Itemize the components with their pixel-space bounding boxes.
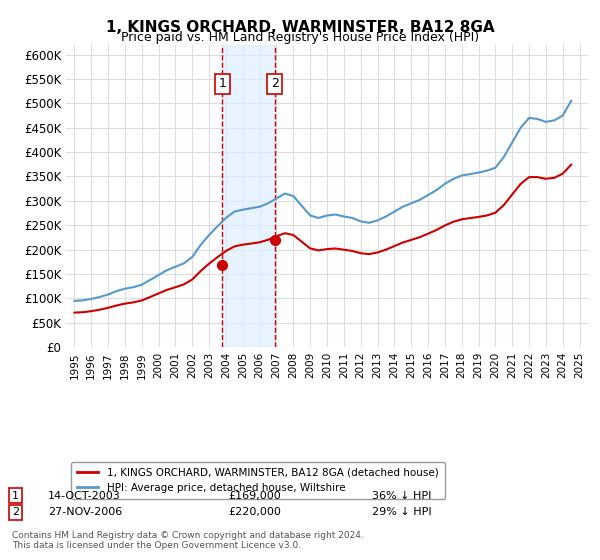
Text: 36% ↓ HPI: 36% ↓ HPI xyxy=(372,491,431,501)
Text: 1, KINGS ORCHARD, WARMINSTER, BA12 8GA: 1, KINGS ORCHARD, WARMINSTER, BA12 8GA xyxy=(106,20,494,35)
Text: 14-OCT-2003: 14-OCT-2003 xyxy=(48,491,121,501)
Text: 27-NOV-2006: 27-NOV-2006 xyxy=(48,507,122,517)
Text: 1: 1 xyxy=(12,491,19,501)
Text: £220,000: £220,000 xyxy=(228,507,281,517)
Text: Price paid vs. HM Land Registry's House Price Index (HPI): Price paid vs. HM Land Registry's House … xyxy=(121,31,479,44)
Text: £169,000: £169,000 xyxy=(228,491,281,501)
Bar xyxy=(223,45,275,347)
Text: 29% ↓ HPI: 29% ↓ HPI xyxy=(372,507,431,517)
Text: 2: 2 xyxy=(12,507,19,517)
Text: 1: 1 xyxy=(218,77,226,90)
Text: 2: 2 xyxy=(271,77,279,90)
Legend: 1, KINGS ORCHARD, WARMINSTER, BA12 8GA (detached house), HPI: Average price, det: 1, KINGS ORCHARD, WARMINSTER, BA12 8GA (… xyxy=(71,461,445,499)
Text: Contains HM Land Registry data © Crown copyright and database right 2024.
This d: Contains HM Land Registry data © Crown c… xyxy=(12,530,364,550)
